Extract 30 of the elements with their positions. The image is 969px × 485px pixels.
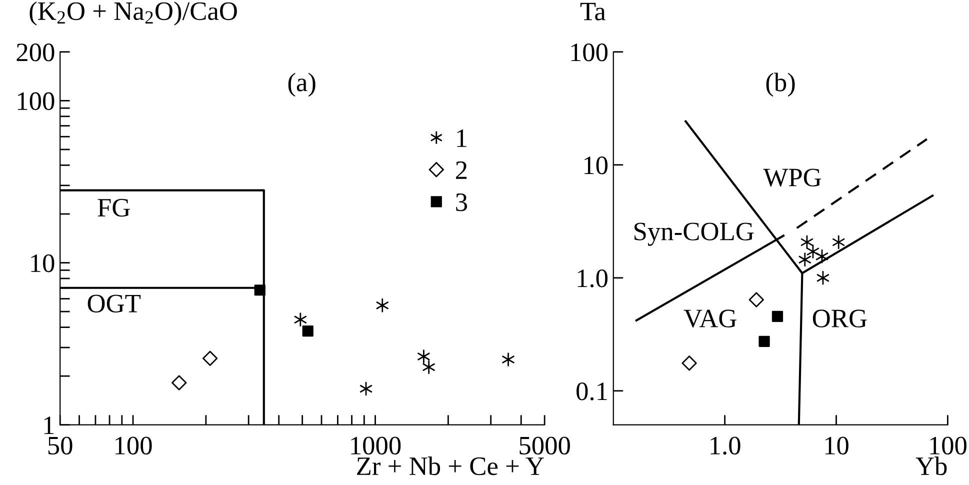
x-axis-title: Yb [916, 456, 947, 476]
legend-label: 3 [456, 193, 468, 212]
x-tick-label: 1.0 [710, 436, 740, 455]
x-tick-label: 10 [825, 436, 848, 455]
annotation: OGT [88, 294, 141, 312]
legend-label: 1 [457, 129, 466, 147]
y-tick-label: 100 [571, 44, 608, 62]
x-axis-title: Zr + Nb + Ce + Y [357, 456, 544, 476]
annotation: (a) [288, 72, 316, 97]
annotation: Syn-COLG [634, 222, 754, 246]
y-tick-label: 1.0 [578, 269, 608, 288]
y-tick-label: 0.1 [576, 382, 607, 400]
x-tick-label: 100 [930, 436, 966, 455]
y-tick-label: 1 [44, 416, 54, 434]
annotation: (b) [766, 72, 795, 97]
legend-label: 2 [456, 161, 467, 179]
x-tick-label: 100 [116, 436, 152, 455]
y-tick-label: 10 [31, 254, 54, 272]
annotation: FG [98, 198, 130, 217]
y-tick-label: 100 [18, 92, 54, 110]
annotation: ORG [812, 310, 867, 328]
x-tick-label: 5000 [520, 436, 570, 455]
y-tick-label: 200 [16, 44, 54, 62]
annotation: VAG [684, 310, 736, 328]
x-tick-label: 50 [48, 436, 72, 455]
y-axis-title: (K$_{2}$O + Na$_{2}$O)/CaO [30, 2, 237, 26]
y-tick-label: 10 [584, 156, 608, 174]
x-tick-label: 1000 [351, 436, 401, 455]
annotation: WPG [763, 168, 822, 187]
y-axis-title: Ta [580, 2, 606, 20]
